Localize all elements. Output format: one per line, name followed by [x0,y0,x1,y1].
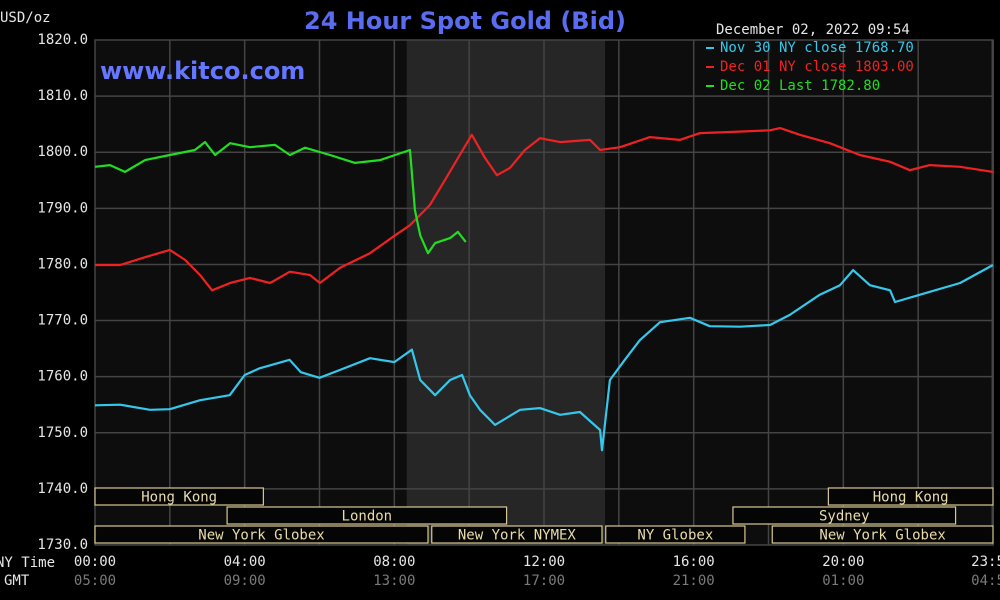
x2-tick-label: 09:00 [224,573,266,589]
x2-tick-label: 05:00 [74,573,116,589]
session-label: New York NYMEX [458,528,577,544]
x-tick-label: 20:00 [822,554,864,570]
legend-entry: Nov 30 NY close 1768.70 [720,40,914,56]
x-tick-label: 12:00 [523,554,565,570]
x2-tick-label: 13:00 [373,573,415,589]
x-axis-label: NY Time [0,555,55,571]
series-line [94,264,994,452]
y-tick-label: 1760.0 [37,369,88,385]
session-label: New York Globex [819,528,945,544]
y-tick-label: 1770.0 [37,313,88,329]
session-box [431,525,603,544]
session-label: Sydney [819,509,870,525]
chart-title: 24 Hour Spot Gold (Bid) [304,7,626,35]
grid-layer [94,39,994,546]
series-line [94,141,467,255]
x2-axis-label: GMT [4,573,30,589]
session-box [94,487,264,506]
text-layer: 24 Hour Spot Gold (Bid) www.kitco.com De… [0,7,1000,589]
x2-tick-label: 17:00 [523,573,565,589]
session-box [771,525,994,544]
y-tick-label: 1790.0 [37,200,88,216]
session-box [226,506,508,525]
shade-layer [406,40,605,545]
x-tick-label: 04:00 [224,554,266,570]
session-box [732,506,957,525]
shaded-region [406,40,605,545]
legend-entry: Dec 01 NY close 1803.00 [720,59,914,75]
subtitle: www.kitco.com [100,57,305,85]
y-tick-label: 1730.0 [37,537,88,553]
y-tick-label: 1820.0 [37,32,88,48]
session-label: NY Globex [637,528,713,544]
session-label: London [342,509,393,525]
x2-tick-label: 01:00 [822,573,864,589]
x-tick-label: 08:00 [373,554,415,570]
y-tick-label: 1800.0 [37,144,88,160]
x2-tick-label: 21:00 [673,573,715,589]
session-layer: Hong Kong London New York Globex New York N… [94,487,994,544]
session-label: Hong Kong [141,490,217,506]
x-tick-label: 23:59 [971,554,1000,570]
legend-entry: Dec 02 Last 1782.80 [720,78,880,94]
x2-tick-label: 04:59 [971,573,1000,589]
session-label: New York Globex [198,528,324,544]
session-box [827,487,994,506]
y-tick-label: 1740.0 [37,481,88,497]
y-tick-label: 1810.0 [37,88,88,104]
x-tick-label: 16:00 [673,554,715,570]
series-line [95,127,994,292]
y-tick-label: 1780.0 [37,256,88,272]
session-box [605,525,746,544]
session-label: Hong Kong [873,490,949,506]
timestamp: December 02, 2022 09:54 [716,22,910,38]
y-axis-label: USD/oz [0,10,51,26]
y-tick-label: 1750.0 [37,425,88,441]
x-tick-label: 00:00 [74,554,116,570]
session-box [94,525,429,544]
line-layer [94,127,994,452]
